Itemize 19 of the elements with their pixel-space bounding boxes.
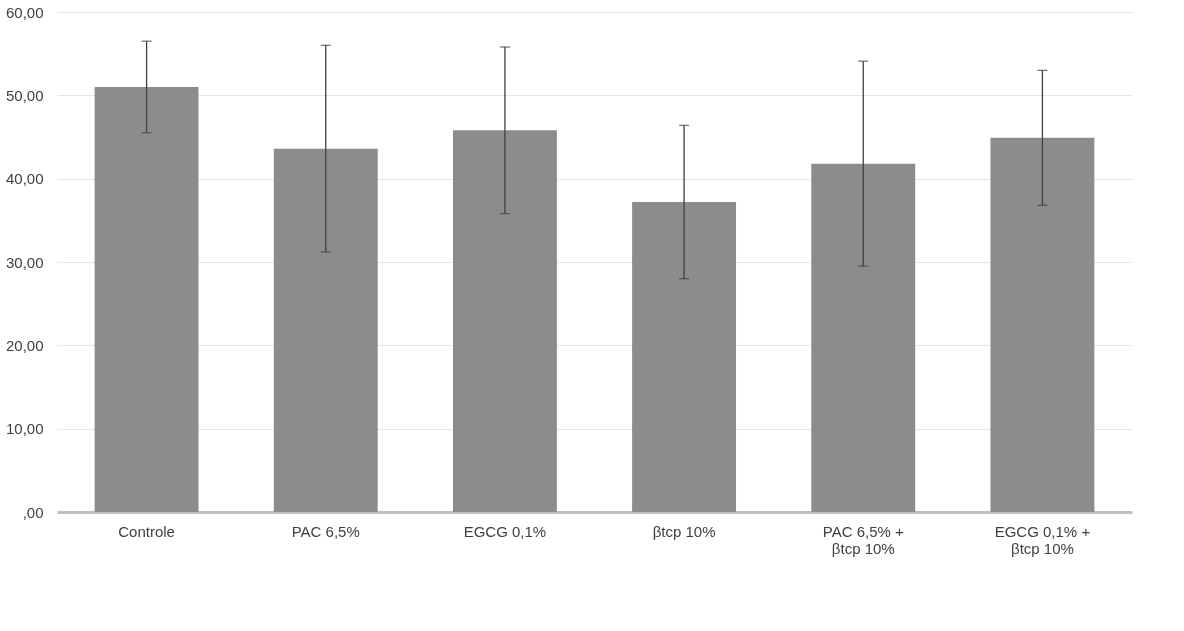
y-tick-label: 20,00 [5, 336, 44, 354]
y-tick-label: 40,00 [5, 170, 44, 188]
bar [452, 130, 557, 512]
y-tick-label: 60,00 [5, 3, 44, 21]
x-tick-label: βtcp 10% [652, 522, 716, 540]
bar [273, 148, 378, 512]
bar [990, 137, 1095, 512]
x-tick-label: PAC 6,5% [291, 522, 360, 540]
x-tick-label: PAC 6,5% + βtcp 10% [822, 522, 904, 557]
y-tick-label: ,00 [22, 503, 44, 521]
bar [94, 87, 199, 512]
y-tick-label: 30,00 [5, 253, 44, 271]
x-tick-label: EGCG 0,1% [463, 522, 547, 540]
y-tick-label: 50,00 [5, 86, 44, 104]
x-tick-label: Controle [118, 522, 175, 540]
bar [811, 163, 916, 512]
x-tick-label: EGCG 0,1% + βtcp 10% [994, 522, 1091, 557]
bar [632, 202, 737, 512]
y-tick-label: 10,00 [5, 420, 44, 438]
